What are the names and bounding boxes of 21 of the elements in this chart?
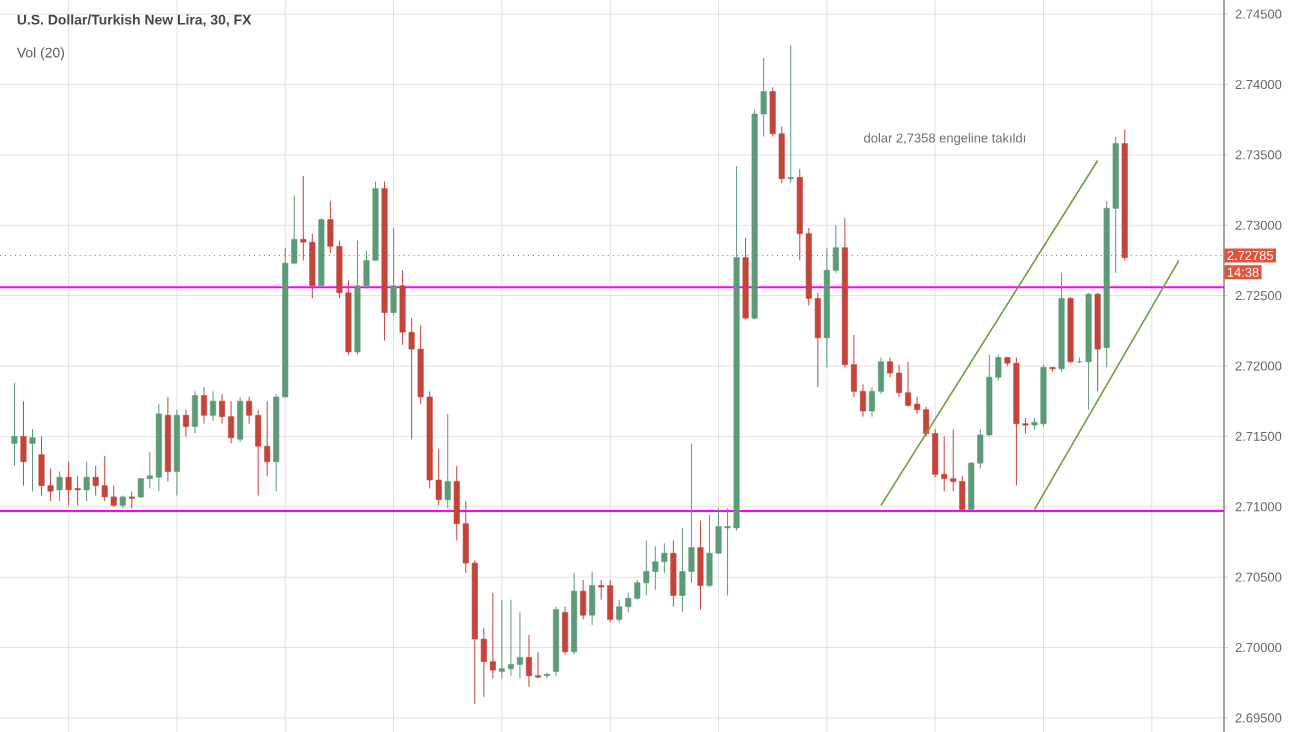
- candlestick: [390, 227, 397, 316]
- candlestick: [697, 520, 704, 611]
- candlestick: [191, 390, 198, 435]
- candlestick: [56, 471, 63, 502]
- candlestick: [580, 579, 587, 620]
- candlestick: [589, 571, 596, 626]
- candlestick: [11, 382, 18, 467]
- candlestick: [670, 540, 677, 608]
- candlestick: [29, 428, 36, 492]
- candlestick: [444, 413, 451, 509]
- candlestick: [787, 44, 794, 184]
- candlestick: [562, 606, 569, 656]
- candlestick: [182, 409, 189, 437]
- candlestick: [516, 611, 523, 680]
- candlestick: [83, 461, 90, 502]
- candlestick: [544, 672, 551, 680]
- candlestick: [534, 651, 541, 680]
- candlestick: [210, 390, 217, 422]
- candlestick: [237, 396, 244, 443]
- candlestick: [201, 386, 208, 425]
- candlestick: [20, 400, 27, 487]
